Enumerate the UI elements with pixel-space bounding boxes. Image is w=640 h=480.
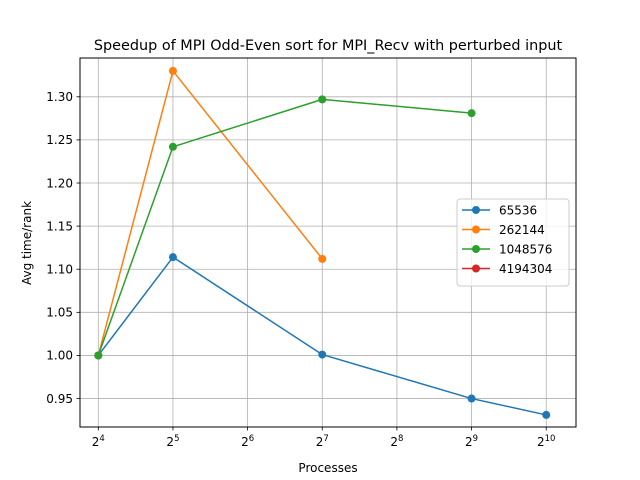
y-tick-label: 0.95: [46, 392, 73, 406]
y-tick-label: 1.05: [46, 306, 73, 320]
data-point: [318, 254, 327, 263]
legend-box: [456, 198, 570, 287]
x-axis-label: Processes: [298, 461, 357, 475]
x-tick-label: 26: [241, 434, 254, 449]
x-tick-base: 2: [537, 435, 545, 449]
y-axis-ticks: 0.95 1.00 1.05 1.10 1.15 1.20 1.25 1.30: [46, 90, 80, 406]
legend-entry: 65536: [462, 203, 537, 217]
x-tick-exponent: 8: [398, 434, 403, 444]
data-point: [94, 351, 103, 360]
x-tick-exponent: 7: [323, 434, 328, 444]
y-axis-label: Avg time/rank: [20, 201, 34, 285]
x-tick-exponent: 5: [174, 434, 179, 444]
data-point: [168, 253, 177, 262]
legend-entry: 4194304: [462, 262, 552, 276]
y-tick-label: 1.10: [46, 263, 73, 277]
x-tick-exponent: 6: [249, 434, 254, 444]
y-tick-label: 1.20: [46, 176, 73, 190]
data-point: [318, 350, 327, 359]
x-tick-base: 2: [465, 435, 473, 449]
series-1048576: [94, 95, 476, 360]
legend: 65536 262144 1048576 4194304: [456, 198, 570, 287]
y-tick-label: 1.30: [46, 90, 73, 104]
y-tick-label: 1.15: [46, 219, 73, 233]
x-tick-base: 2: [92, 435, 100, 449]
legend-label: 262144: [499, 223, 545, 237]
chart-title: Speedup of MPI Odd-Even sort for MPI_Rec…: [94, 38, 563, 54]
legend-marker: [472, 264, 480, 273]
x-tick-base: 2: [166, 435, 174, 449]
x-tick-exponent: 4: [99, 434, 104, 444]
series-line: [97, 98, 472, 356]
x-tick-label: 28: [390, 434, 403, 449]
x-tick-label: 25: [166, 434, 179, 449]
x-tick-label: 24: [92, 434, 105, 449]
x-tick-label: 27: [316, 434, 329, 449]
legend-entry: 1048576: [462, 242, 552, 256]
x-tick-label: 29: [465, 434, 478, 449]
legend-label: 65536: [499, 203, 537, 217]
plot-series: [94, 66, 551, 419]
x-tick-base: 2: [316, 435, 324, 449]
data-point: [542, 410, 551, 419]
legend-label: 4194304: [499, 262, 552, 276]
x-tick-exponent: 9: [473, 434, 478, 444]
x-tick-base: 2: [390, 435, 398, 449]
legend-marker: [472, 206, 480, 214]
legend-label: 1048576: [499, 242, 552, 256]
x-tick-base: 2: [241, 435, 249, 449]
legend-entry: 262144: [462, 223, 545, 237]
data-point: [318, 95, 327, 104]
data-point: [168, 66, 177, 75]
data-point: [467, 109, 476, 118]
legend-marker: [472, 245, 480, 253]
x-tick-exponent: 10: [545, 434, 556, 444]
data-point: [168, 142, 177, 151]
legend-marker: [472, 225, 480, 234]
plot-frame: [79, 57, 577, 428]
y-tick-label: 1.00: [46, 349, 73, 363]
x-tick-label: 210: [537, 434, 555, 449]
data-point: [467, 394, 476, 403]
y-tick-label: 1.25: [46, 133, 73, 147]
x-axis-ticks: 24 25 26 27 28 29 210: [92, 427, 555, 449]
